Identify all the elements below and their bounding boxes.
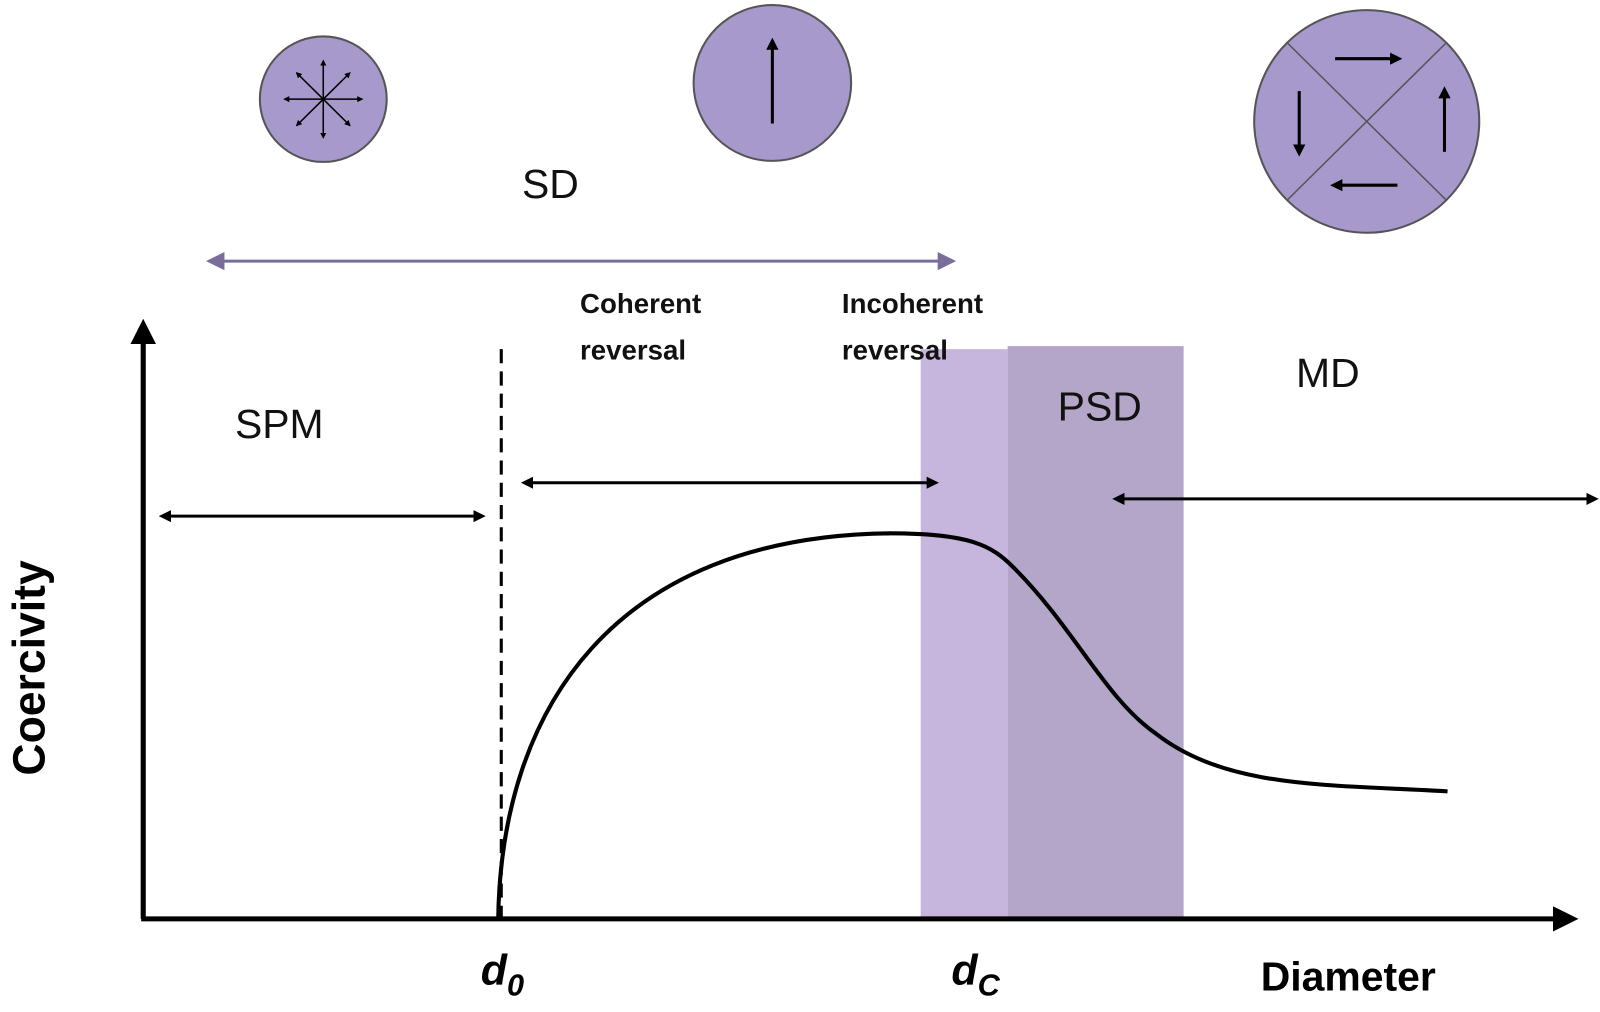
dc-sub: C xyxy=(978,969,1001,1003)
band-light xyxy=(920,349,1008,919)
mode-label: Coherent xyxy=(580,288,701,319)
psd-label: PSD xyxy=(1058,384,1142,430)
dc-label: dC xyxy=(951,947,1000,1003)
dc-main: d xyxy=(951,947,978,995)
md-label: MD xyxy=(1296,350,1360,396)
md-particle xyxy=(1253,9,1481,234)
mode-label: reversal xyxy=(580,335,686,366)
spm-particle xyxy=(258,35,388,163)
content: SD SPM PSD MD Coherent reversal Incohere… xyxy=(4,4,1599,1003)
coercivity-curve xyxy=(496,531,1448,919)
mode-label: reversal xyxy=(842,335,948,366)
band-dark xyxy=(1007,346,1184,919)
sd-particle xyxy=(692,4,853,162)
d0-main: d xyxy=(481,947,508,995)
mode-label: Incoherent xyxy=(842,288,983,319)
x-axis-label: Diameter xyxy=(1261,954,1436,1000)
sd-label: SD xyxy=(522,161,579,207)
d0-sub: 0 xyxy=(507,969,524,1003)
d0-label: d0 xyxy=(481,947,524,1003)
y-axis-label: Coercivity xyxy=(4,560,54,775)
spm-label: SPM xyxy=(235,401,324,447)
range-arrows xyxy=(158,476,1599,523)
